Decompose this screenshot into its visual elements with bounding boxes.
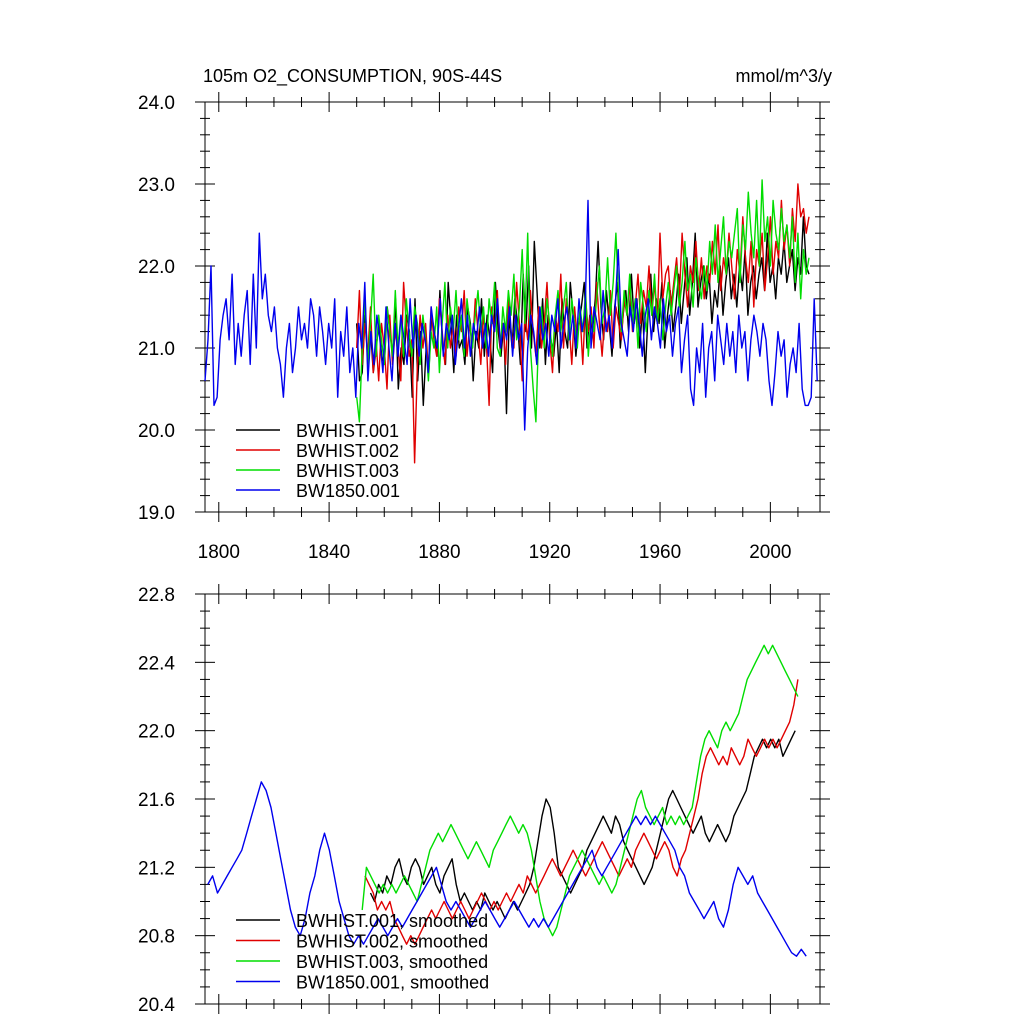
- x-tick-label: 1880: [418, 542, 460, 563]
- y-tick-label: 19.0: [138, 503, 175, 524]
- legend-label: BW1850.001, smoothed: [296, 973, 489, 993]
- y-tick-label: 23.0: [138, 175, 175, 196]
- series-line-4: [207, 781, 807, 957]
- x-tick-label: 1920: [529, 542, 571, 563]
- y-tick-label: 22.8: [138, 585, 175, 606]
- y-tick-label: 21.0: [138, 339, 175, 360]
- series-line-4: [204, 199, 818, 431]
- y-tick-label: 20.8: [138, 927, 175, 948]
- x-tick-label: 1800: [198, 542, 240, 563]
- y-tick-label: 22.4: [138, 653, 175, 674]
- panel-1: 1800 1840 1880 1920 1960 2000 19.0 20.0 21.0 22.0…: [138, 92, 830, 563]
- chart-units: mmol/m^3/y: [736, 66, 832, 86]
- series-line-3: [361, 644, 799, 937]
- legend-label: BWHIST.001, smoothed: [296, 911, 488, 931]
- y-tick-label: 21.6: [138, 790, 175, 811]
- y-tick-label: 22.0: [138, 722, 175, 743]
- y-tick-label: 20.4: [138, 995, 175, 1016]
- legend-label: BWHIST.002: [296, 441, 399, 461]
- series-line-2: [364, 679, 799, 945]
- chart-title: 105m O2_CONSUMPTION, 90S-44S: [203, 66, 502, 87]
- y-tick-label: 24.0: [138, 93, 175, 114]
- x-tick-label: 2000: [749, 542, 791, 563]
- panel-2: 20.4 20.8 21.2 21.6 22.0 22.4 22.8 BWHIST.001, …: [138, 584, 830, 1016]
- legend-label: BWHIST.002, smoothed: [296, 932, 488, 952]
- series-line-3: [356, 179, 810, 423]
- legend-label: BWHIST.003, smoothed: [296, 952, 488, 972]
- x-tick-label: 1840: [308, 542, 350, 563]
- legend-label: BWHIST.001: [296, 421, 399, 441]
- legend-label: BWHIST.003: [296, 461, 399, 481]
- legend-label: BW1850.001: [296, 481, 400, 501]
- x-tick-label: 1960: [639, 542, 681, 563]
- y-tick-label: 22.0: [138, 257, 175, 278]
- y-tick-label: 20.0: [138, 421, 175, 442]
- plot-frame: [204, 101, 821, 513]
- y-tick-label: 21.2: [138, 858, 175, 879]
